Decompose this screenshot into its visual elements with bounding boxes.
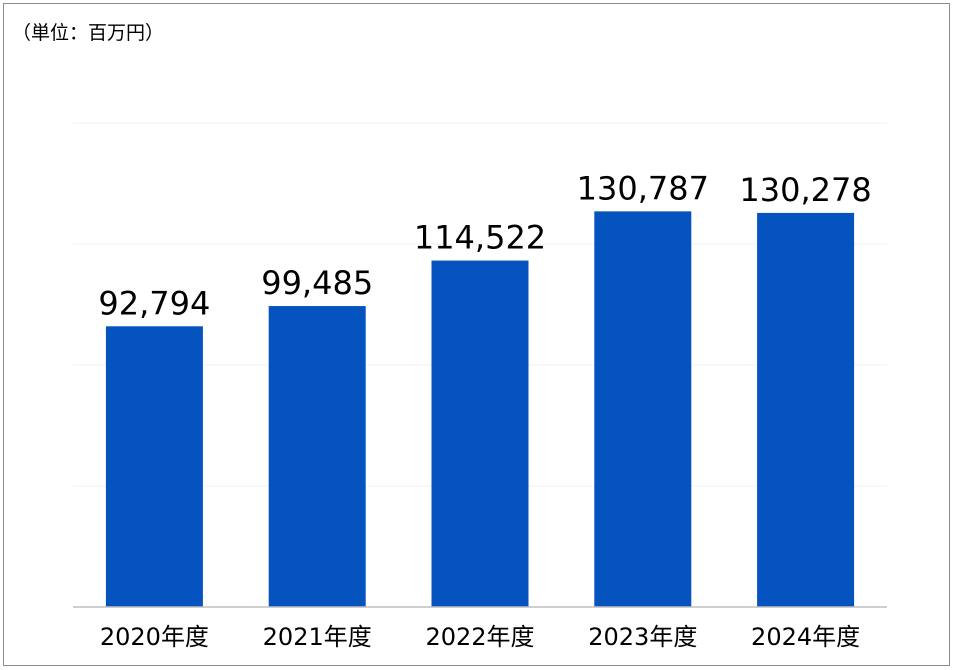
category-label: 2022年度 <box>425 623 534 651</box>
bars <box>105 211 855 607</box>
value-label: 130,787 <box>577 169 709 207</box>
bar-2020年度 <box>105 326 203 607</box>
value-label: 99,485 <box>261 264 373 302</box>
category-label: 2020年度 <box>100 623 209 651</box>
category-label: 2021年度 <box>263 623 372 651</box>
category-label: 2024年度 <box>751 623 860 651</box>
value-label: 92,794 <box>98 284 210 322</box>
bar-2023年度 <box>594 211 692 607</box>
unit-label: （単位：百万円） <box>12 22 165 44</box>
bar-2024年度 <box>757 212 855 607</box>
value-label: 114,522 <box>414 219 546 257</box>
category-labels: 2020年度 2021年度 2022年度 2023年度 2024年度 <box>100 623 860 651</box>
category-label: 2023年度 <box>588 623 697 651</box>
bar-2021年度 <box>268 306 366 607</box>
value-labels: 92,794 99,485 114,522 130,787 130,278 <box>98 169 871 322</box>
value-label: 130,278 <box>739 171 871 209</box>
bar-2022年度 <box>431 260 529 607</box>
